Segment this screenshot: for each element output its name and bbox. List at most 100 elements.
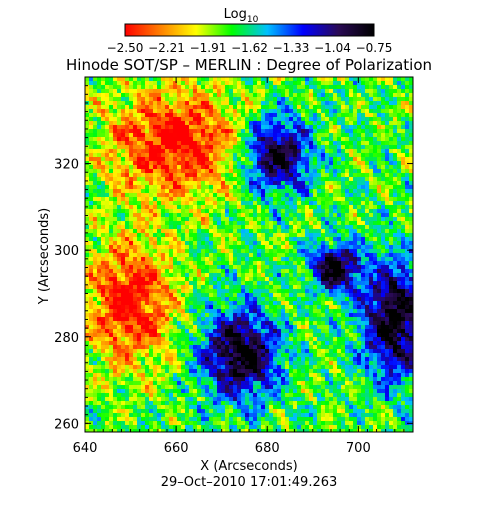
- heatmap-cell: [265, 177, 270, 182]
- heatmap-cell: [353, 153, 358, 158]
- heatmap-cell: [189, 313, 194, 318]
- heatmap-cell: [409, 101, 413, 106]
- heatmap-cell: [397, 225, 402, 230]
- heatmap-cell: [285, 169, 290, 174]
- heatmap-cell: [329, 281, 334, 286]
- heatmap-cell: [345, 305, 350, 310]
- heatmap-cell: [389, 217, 394, 222]
- heatmap-cell: [317, 293, 322, 298]
- heatmap-cell: [197, 81, 202, 86]
- heatmap-cell: [185, 93, 190, 98]
- colorbar-tick-label: −1.62: [231, 41, 268, 55]
- heatmap-cell: [149, 237, 154, 242]
- heatmap-cell: [373, 249, 378, 254]
- heatmap-cell: [209, 281, 214, 286]
- heatmap-cell: [133, 85, 138, 90]
- heatmap-cell: [393, 81, 398, 86]
- heatmap-cell: [385, 185, 390, 190]
- heatmap-cell: [349, 213, 354, 218]
- heatmap-cell: [261, 249, 266, 254]
- heatmap-cell: [265, 105, 270, 110]
- heatmap-cell: [285, 221, 290, 226]
- heatmap-cell: [317, 113, 322, 118]
- heatmap-cell: [353, 313, 358, 318]
- heatmap-cell: [313, 317, 318, 322]
- heatmap-cell: [249, 77, 254, 82]
- heatmap-cell: [257, 265, 262, 270]
- heatmap-cell: [89, 145, 94, 150]
- heatmap-cell: [109, 185, 114, 190]
- heatmap-cell: [333, 169, 338, 174]
- heatmap-cell: [241, 165, 246, 170]
- heatmap-cell: [261, 121, 266, 126]
- heatmap-cell: [249, 85, 254, 90]
- heatmap-cell: [357, 273, 362, 278]
- heatmap-cell: [281, 245, 286, 250]
- heatmap-cell: [397, 305, 402, 310]
- heatmap-cell: [281, 197, 286, 202]
- heatmap-cell: [273, 305, 278, 310]
- heatmap-cell: [129, 245, 134, 250]
- heatmap-cell: [145, 177, 150, 182]
- heatmap-cell: [353, 297, 358, 302]
- heatmap-cell: [113, 129, 118, 134]
- heatmap-cell: [213, 241, 218, 246]
- heatmap-cell: [321, 129, 326, 134]
- heatmap-cell: [345, 113, 350, 118]
- heatmap-cell: [201, 117, 206, 122]
- heatmap-cell: [221, 293, 226, 298]
- heatmap-cell: [369, 129, 374, 134]
- heatmap-cell: [289, 97, 294, 102]
- heatmap-cell: [229, 193, 234, 198]
- heatmap-cell: [389, 313, 394, 318]
- heatmap-cell: [265, 221, 270, 226]
- heatmap-cell: [265, 309, 270, 314]
- heatmap-cell: [189, 241, 194, 246]
- heatmap-cell: [217, 137, 222, 142]
- heatmap-cell: [281, 209, 286, 214]
- heatmap-cell: [209, 317, 214, 322]
- heatmap-cell: [225, 205, 230, 210]
- heatmap-cell: [229, 181, 234, 186]
- heatmap-cell: [93, 77, 98, 82]
- heatmap-cell: [105, 201, 110, 206]
- heatmap-cell: [353, 93, 358, 98]
- heatmap-cell: [337, 293, 342, 298]
- heatmap-cell: [245, 197, 250, 202]
- heatmap-cell: [297, 245, 302, 250]
- heatmap-cell: [333, 97, 338, 102]
- heatmap-cell: [113, 245, 118, 250]
- heatmap-cell: [105, 141, 110, 146]
- heatmap-cell: [177, 285, 182, 290]
- heatmap-cell: [189, 253, 194, 258]
- heatmap-cell: [193, 181, 198, 186]
- heatmap-cell: [257, 137, 262, 142]
- heatmap-cell: [357, 265, 362, 270]
- heatmap-cell: [409, 109, 413, 114]
- heatmap-cell: [309, 89, 314, 94]
- heatmap-cell: [193, 213, 198, 218]
- heatmap-cell: [409, 97, 413, 102]
- heatmap-cell: [361, 113, 366, 118]
- heatmap-cell: [249, 201, 254, 206]
- heatmap-cell: [145, 317, 150, 322]
- heatmap-cell: [225, 249, 230, 254]
- heatmap-cell: [85, 221, 90, 226]
- heatmap-cell: [193, 217, 198, 222]
- heatmap-cell: [361, 277, 366, 282]
- heatmap-cell: [345, 141, 350, 146]
- heatmap-cell: [401, 229, 406, 234]
- heatmap-cell: [265, 193, 270, 198]
- heatmap-cell: [365, 113, 370, 118]
- heatmap-cell: [265, 85, 270, 90]
- heatmap-cell: [157, 273, 162, 278]
- heatmap-cell: [93, 105, 98, 110]
- heatmap-cell: [385, 181, 390, 186]
- heatmap-cell: [229, 217, 234, 222]
- heatmap-cell: [117, 109, 122, 114]
- heatmap-cell: [333, 289, 338, 294]
- heatmap-cell: [305, 177, 310, 182]
- heatmap-cell: [193, 313, 198, 318]
- heatmap-cell: [213, 217, 218, 222]
